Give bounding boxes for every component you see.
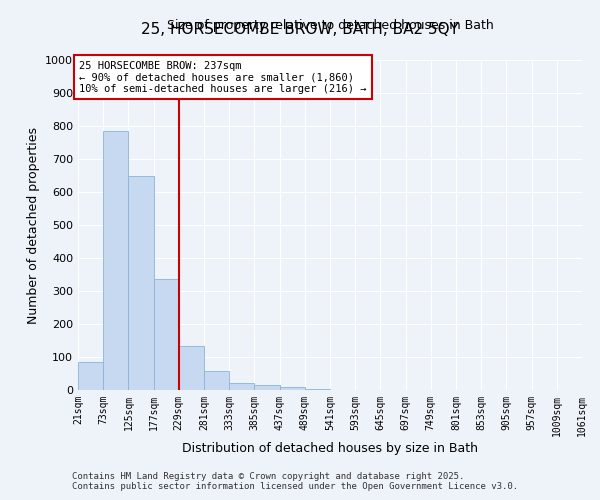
Bar [103,131,128,390]
Bar [154,279,179,390]
Bar [204,371,229,390]
Y-axis label: Number of detached properties: Number of detached properties [26,126,40,324]
Bar [229,382,254,390]
Text: 25 HORSECOMBE BROW: 237sqm
← 90% of detached houses are smaller (1,860)
10% of s: 25 HORSECOMBE BROW: 237sqm ← 90% of deta… [79,60,367,94]
Bar [179,346,204,390]
X-axis label: Distribution of detached houses by size in Bath: Distribution of detached houses by size … [182,442,478,454]
Bar [280,388,305,390]
Text: Contains HM Land Registry data © Crown copyright and database right 2025.
Contai: Contains HM Land Registry data © Crown c… [72,472,518,491]
Title: Size of property relative to detached houses in Bath: Size of property relative to detached ho… [167,20,493,32]
Bar [78,362,103,390]
Bar [254,386,280,390]
Bar [128,176,154,390]
Text: 25, HORSECOMBE BROW, BATH, BA2 5QY: 25, HORSECOMBE BROW, BATH, BA2 5QY [141,22,459,38]
